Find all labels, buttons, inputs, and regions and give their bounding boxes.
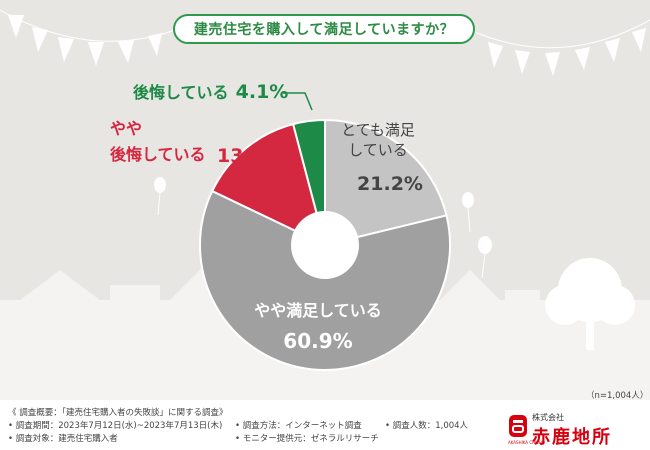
sample-size-note: （n=1,004人） [586, 391, 649, 401]
leader-line [283, 92, 313, 111]
pie-slice-2 [199, 189, 451, 371]
slice-value-4: 4.1% [236, 81, 289, 103]
slice-label-1-line-2: している [348, 141, 408, 159]
logo-mark-text: AKASHIKA CHISHO [508, 440, 545, 445]
pie-slice-1 [324, 118, 448, 247]
survey-count: • 調査人数：1,004人 [385, 421, 469, 431]
footer: 《 調査概要：「建売住宅購入者の失敗談」に関する調査》 • 調査期間：2023年… [0, 400, 650, 450]
slice-label-3-line-1: やや [110, 119, 142, 138]
logo-mark-icon [509, 415, 527, 437]
company-logo: AKASHIKA CHISHO 株式会社 赤鹿地所 [508, 412, 638, 448]
title-box: 建売住宅を購入して満足していますか？ [173, 14, 475, 44]
slice-value-3: 13.8% [217, 145, 283, 167]
survey-method: • 調査方法：インターネット調査 [235, 421, 362, 431]
donut-hole [291, 211, 359, 279]
survey-period: • 調査期間：2023年7月12日(水)~2023年7月13日(木) [8, 421, 223, 431]
balloons [154, 177, 492, 279]
slice-label-2: やや満足している [254, 301, 382, 320]
slice-label-4: 後悔している [133, 83, 229, 102]
logo-company-type: 株式会社 [532, 413, 564, 422]
bunting-flags [8, 15, 646, 76]
slice-value-2: 60.9% [283, 329, 352, 353]
tree-icon [545, 258, 635, 350]
survey-provider: • モニター提供元：ゼネラルリサーチ [235, 434, 379, 444]
chart-title: 建売住宅を購入して満足していますか？ [193, 22, 455, 38]
slice-label-1-line-1: とても満足 [341, 121, 415, 139]
logo-company-name: 赤鹿地所 [532, 427, 612, 448]
pie-slice-3 [210, 122, 327, 247]
slice-value-1: 21.2% [357, 173, 423, 195]
survey-summary: 《 調査概要：「建売住宅購入者の失敗談」に関する調査》 [8, 408, 228, 418]
survey-target: • 調査対象：建売住宅購入者 [8, 434, 118, 444]
slice-label-3-line-2: 後悔している [110, 145, 206, 164]
